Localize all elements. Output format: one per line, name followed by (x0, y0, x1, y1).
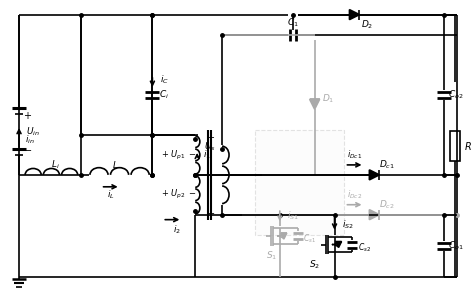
Text: $S_2$: $S_2$ (309, 258, 320, 271)
Text: $i_C$: $i_C$ (160, 74, 169, 86)
Text: $-$: $-$ (23, 145, 33, 154)
Polygon shape (350, 10, 360, 20)
Text: $i_L$: $i_L$ (107, 189, 114, 201)
Text: $i_{in}$: $i_{in}$ (25, 134, 35, 146)
Text: $D_2$: $D_2$ (361, 18, 373, 31)
Polygon shape (281, 233, 287, 239)
Bar (450, 131, 460, 161)
Text: $C_{o1}$: $C_{o1}$ (448, 240, 464, 252)
Text: $i_{S1}$: $i_{S1}$ (287, 210, 299, 223)
Polygon shape (335, 241, 342, 248)
Text: $i_{Dc2}$: $i_{Dc2}$ (347, 189, 362, 201)
Text: $+$: $+$ (23, 110, 32, 121)
Polygon shape (310, 99, 320, 109)
Text: $i_{S2}$: $i_{S2}$ (342, 218, 353, 231)
Polygon shape (370, 170, 380, 180)
Text: $+\ U_{p1}\ -$: $+\ U_{p1}\ -$ (161, 148, 197, 161)
Text: $S_1$: $S_1$ (266, 250, 277, 262)
Text: $C_{s2}$: $C_{s2}$ (358, 241, 371, 254)
Text: $C_{o2}$: $C_{o2}$ (448, 88, 464, 101)
Text: $C_i$: $C_i$ (159, 88, 170, 101)
Text: $D_{c1}$: $D_{c1}$ (380, 159, 395, 171)
Text: $+\ U_{p2}\ -$: $+\ U_{p2}\ -$ (161, 188, 197, 201)
Text: $D_1$: $D_1$ (323, 93, 335, 105)
Text: $L$: $L$ (113, 159, 119, 171)
Text: $+$: $+$ (206, 131, 215, 142)
Text: $D_{c2}$: $D_{c2}$ (380, 199, 395, 211)
Bar (255, 130, 344, 234)
Text: $C_1$: $C_1$ (287, 16, 299, 29)
Text: $R$: $R$ (465, 140, 472, 152)
Text: $C_{s1}$: $C_{s1}$ (303, 233, 316, 245)
Text: $U_{in}$: $U_{in}$ (26, 126, 40, 138)
Text: $U_s$: $U_s$ (204, 141, 216, 153)
Polygon shape (370, 210, 380, 220)
Text: $i_{Dc1}$: $i_{Dc1}$ (347, 149, 362, 161)
Text: $-$: $-$ (206, 208, 215, 217)
Text: $L_i$: $L_i$ (51, 159, 60, 171)
Text: $i_1$: $i_1$ (203, 149, 211, 161)
Text: $i_2$: $i_2$ (173, 223, 181, 236)
